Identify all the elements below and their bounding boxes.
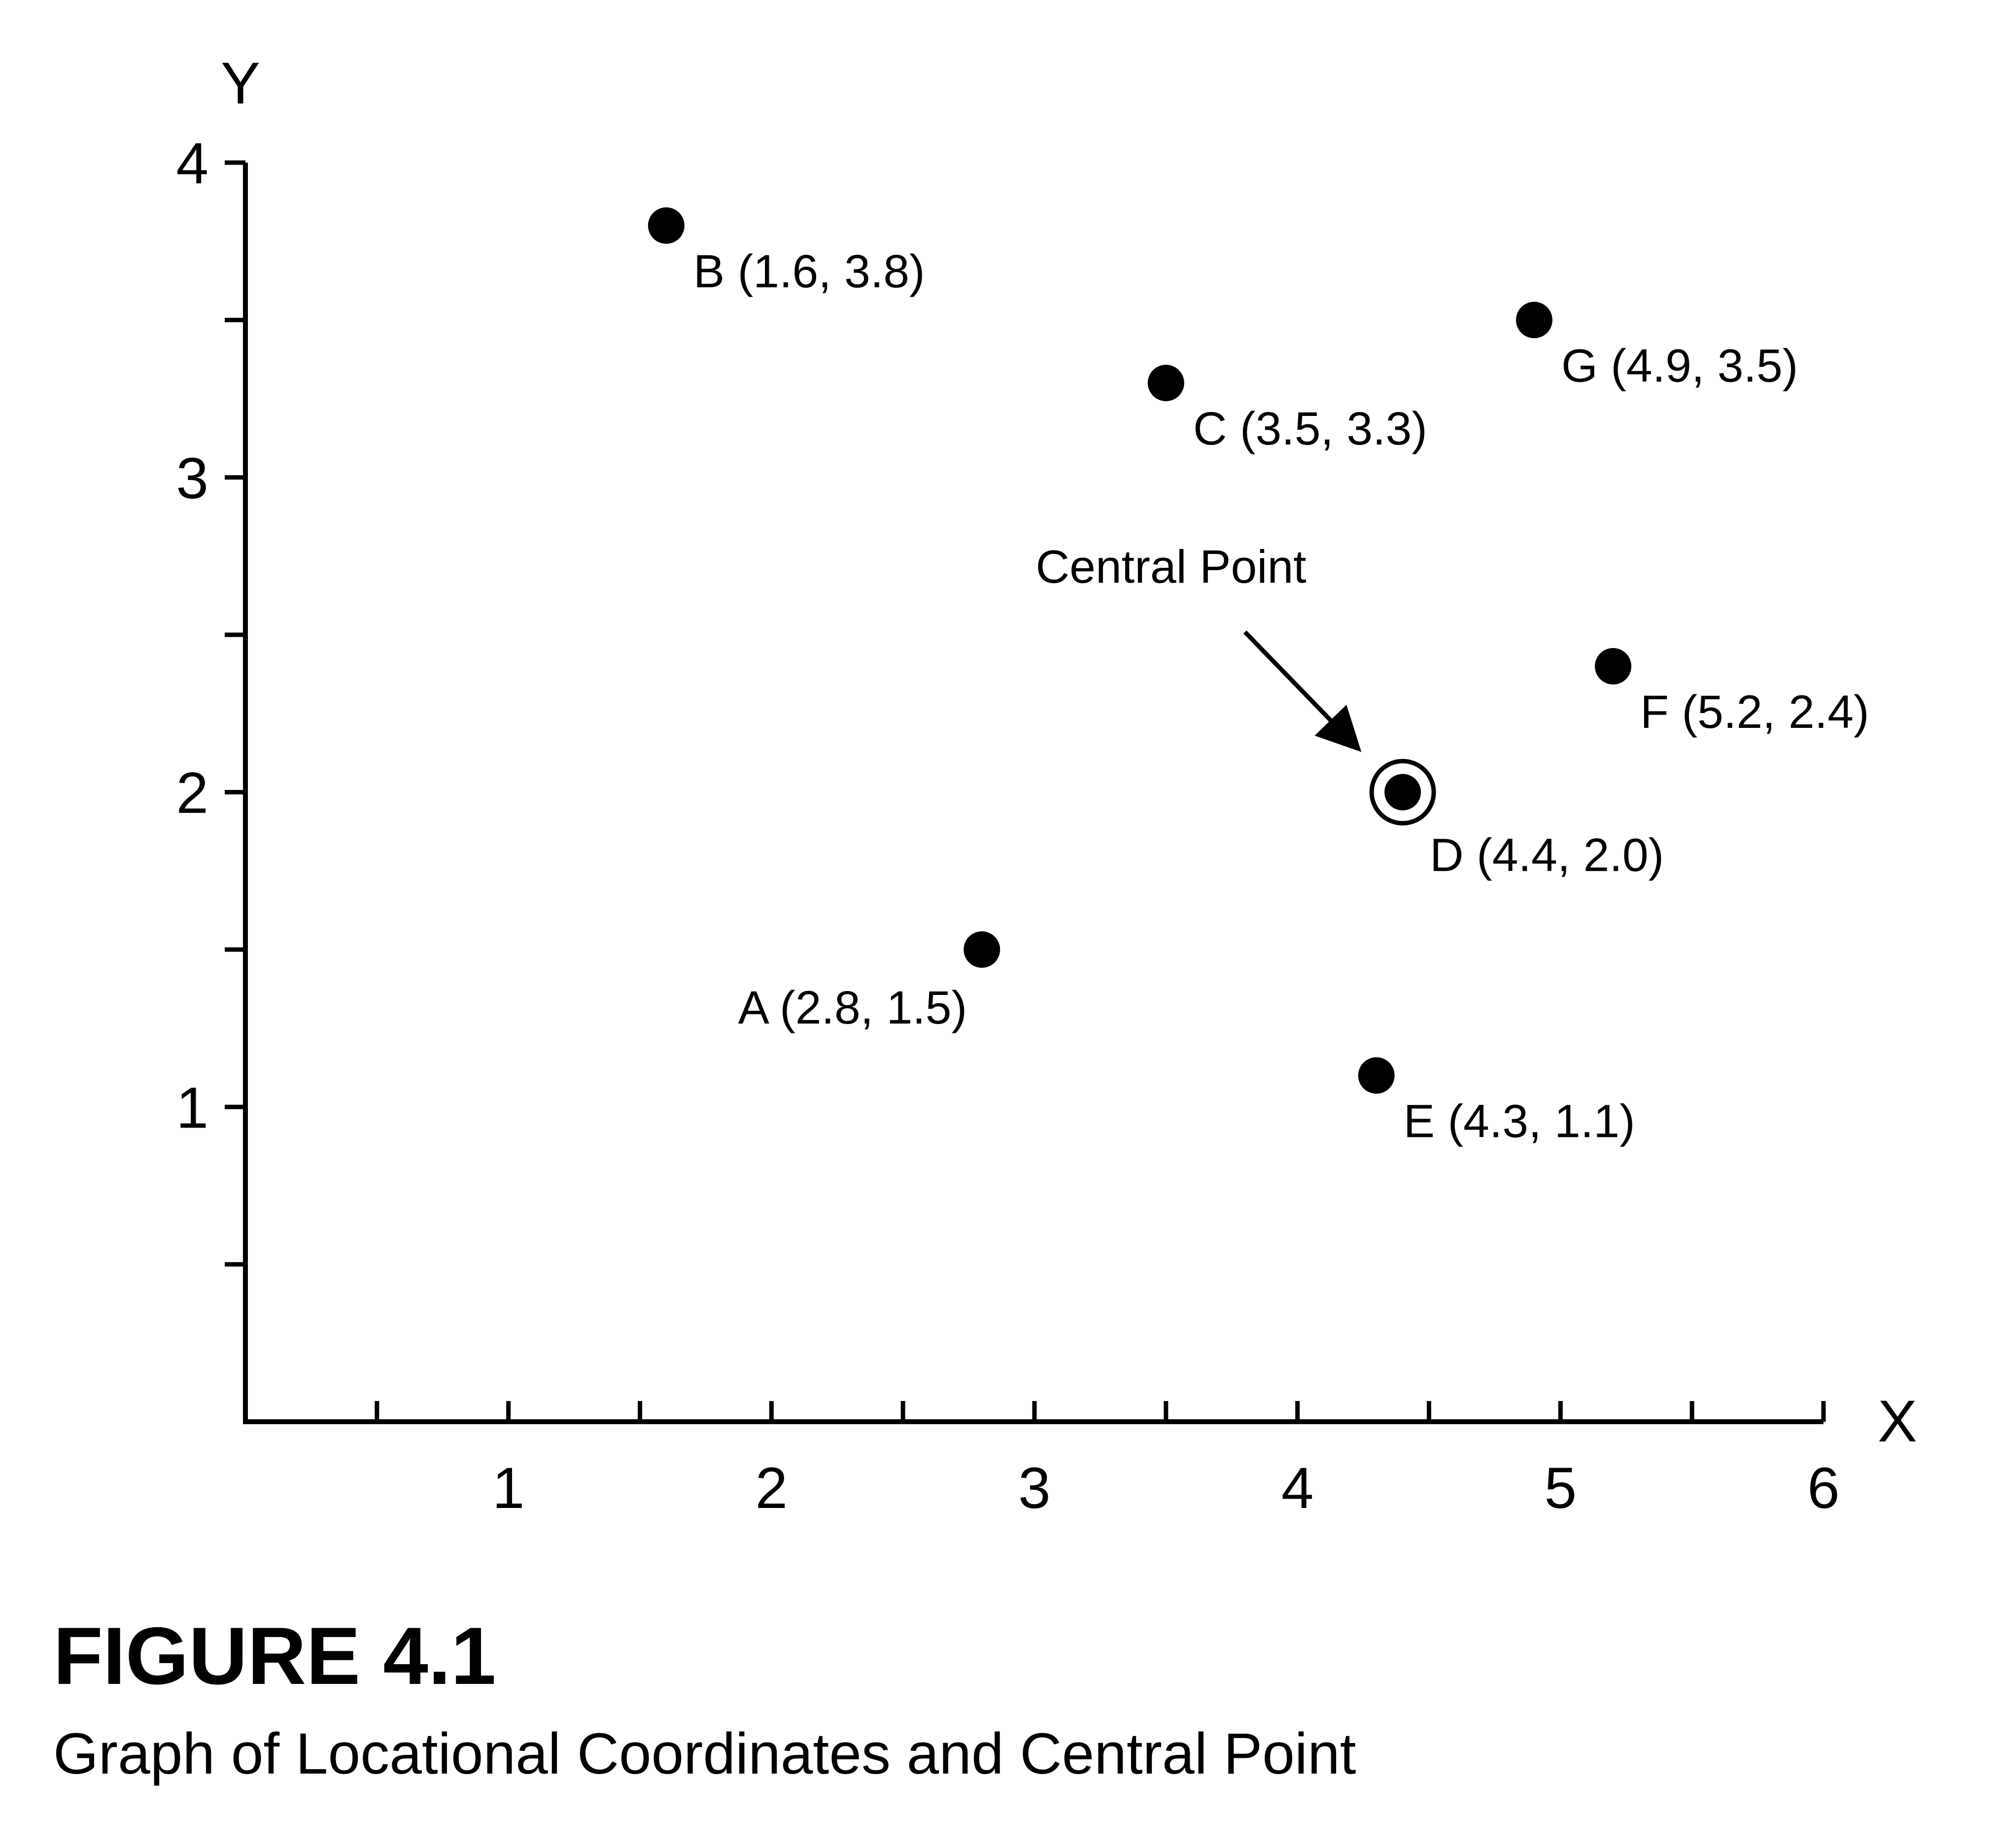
figure-caption: Graph of Locational Coordinates and Cent… — [53, 1721, 1356, 1786]
ticks: 1 2 3 4 5 6 1 2 3 4 — [176, 131, 1839, 1521]
axes: XY — [221, 50, 1917, 1454]
point-b — [648, 207, 685, 244]
x-tick-label: 1 — [492, 1456, 525, 1521]
point-a — [964, 931, 1000, 968]
point-g-label: G (4.9, 3.5) — [1561, 340, 1798, 392]
x-tick-label: 5 — [1545, 1456, 1577, 1521]
point-f — [1595, 648, 1632, 684]
point-a-label: A (2.8, 1.5) — [738, 982, 967, 1034]
point-d-label: D (4.4, 2.0) — [1430, 829, 1664, 882]
y-tick-label: 3 — [176, 446, 208, 511]
x-axis-title: X — [1878, 1388, 1917, 1454]
x-tick-label: 2 — [756, 1456, 788, 1521]
point-f-label: F (5.2, 2.4) — [1640, 686, 1869, 738]
point-d — [1384, 774, 1421, 811]
y-tick-label: 4 — [176, 131, 208, 196]
point-d-highlight-ring — [1369, 759, 1436, 825]
point-b-label: B (1.6, 3.8) — [693, 245, 925, 298]
y-axis-title: Y — [221, 50, 260, 116]
figure-number: FIGURE 4.1 — [53, 1610, 496, 1701]
point-e-label: E (4.3, 1.1) — [1404, 1095, 1635, 1147]
x-tick-label: 4 — [1281, 1456, 1314, 1521]
y-tick-label: 1 — [176, 1075, 208, 1140]
central-point-annotation: Central Point — [1036, 541, 1307, 593]
point-e — [1358, 1057, 1395, 1094]
point-c — [1147, 365, 1184, 402]
data-points: B (1.6, 3.8) C (3.5, 3.3) G (4.9, 3.5) F (5… — [648, 207, 1869, 1147]
point-c-label: C (3.5, 3.3) — [1193, 403, 1427, 455]
point-g — [1515, 302, 1552, 339]
x-tick-label: 3 — [1018, 1456, 1051, 1521]
y-tick-label: 2 — [176, 761, 208, 826]
central-point-arrow — [1243, 630, 1362, 752]
annotations: Central Point — [1036, 541, 1362, 752]
x-tick-label: 6 — [1807, 1456, 1840, 1521]
